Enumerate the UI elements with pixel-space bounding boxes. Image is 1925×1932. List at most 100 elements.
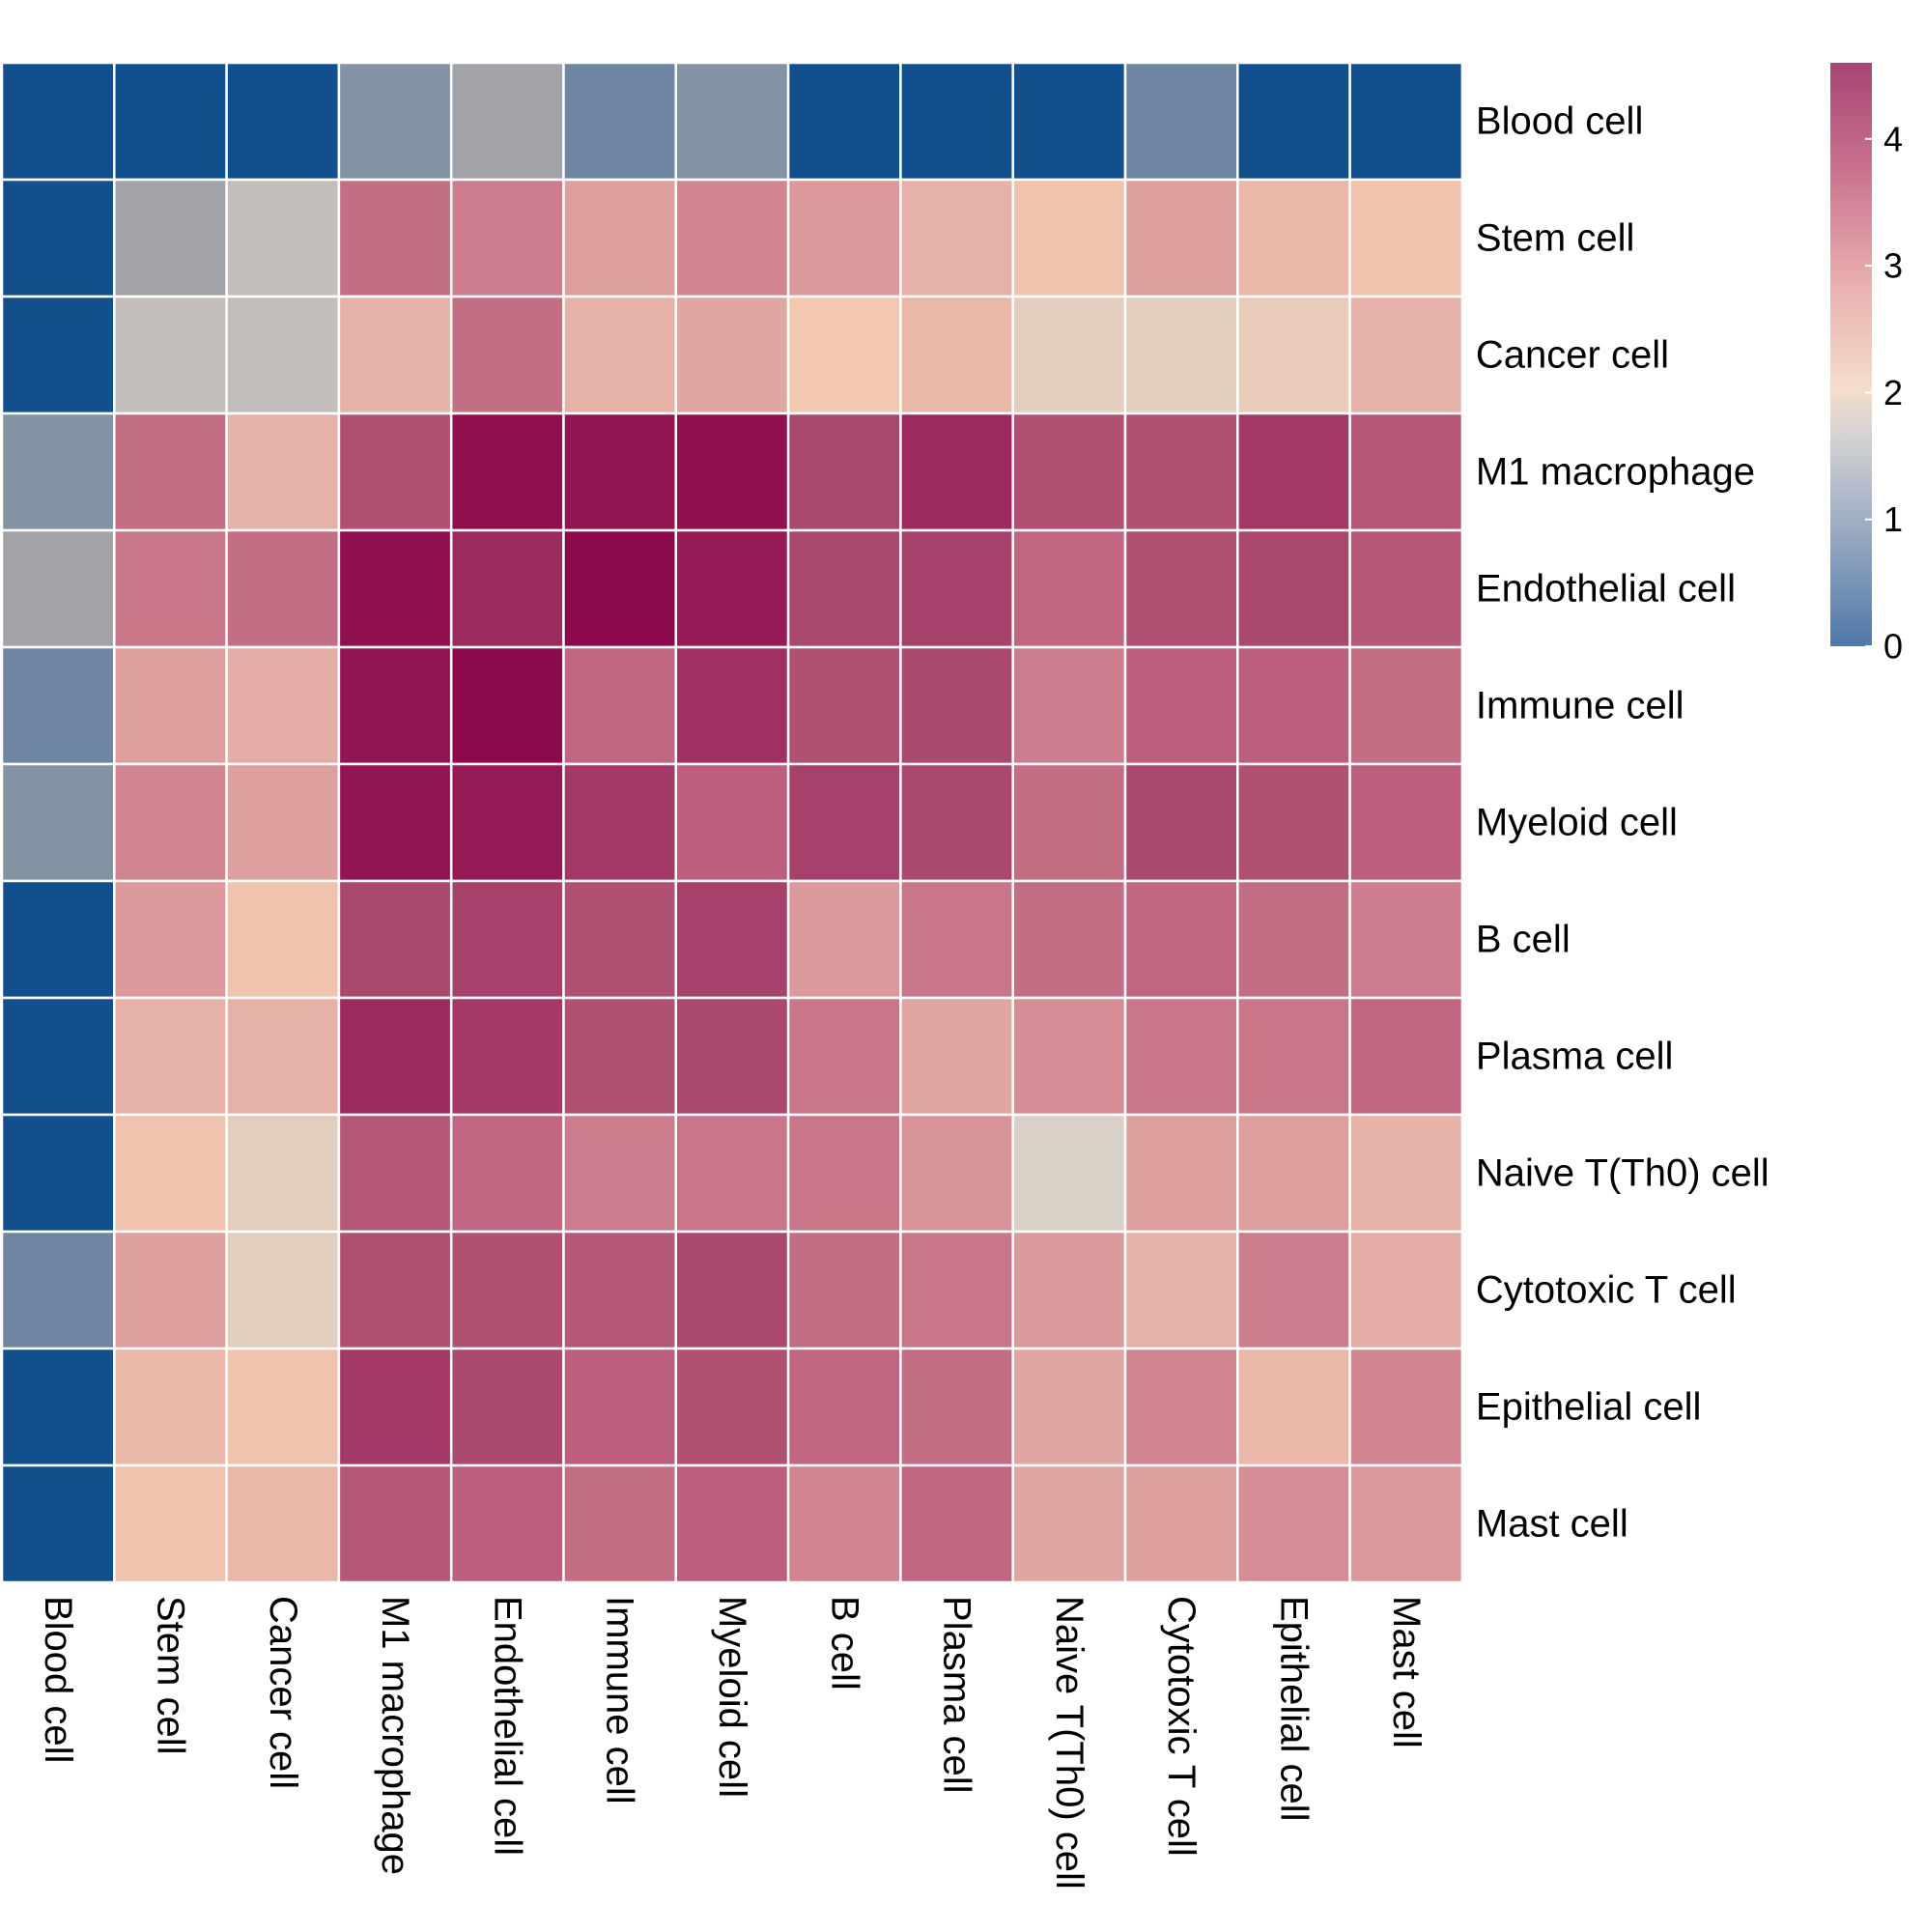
row-label: Naive T(Th0) cell — [1476, 1152, 1769, 1195]
heatmap-cell — [1011, 1230, 1127, 1350]
heatmap-cell — [1236, 996, 1351, 1117]
column-label: Plasma cell — [936, 1596, 978, 1794]
heatmap-cell — [449, 295, 565, 415]
heatmap-cell — [674, 295, 790, 415]
heatmap-cell — [674, 412, 790, 532]
heatmap-cell — [899, 412, 1014, 532]
colorbar-gradient — [1830, 63, 1872, 646]
heatmap-cell — [1011, 879, 1127, 1000]
heatmap-cell — [113, 1463, 228, 1584]
heatmap-cell — [1236, 879, 1351, 1000]
heatmap-cell — [786, 762, 902, 883]
heatmap-cell — [449, 645, 565, 766]
heatmap-cell — [786, 178, 902, 298]
heatmap-cell — [225, 295, 341, 415]
heatmap-cell — [225, 1230, 341, 1350]
column-label: Immune cell — [599, 1596, 641, 1804]
heatmap-cell — [562, 1113, 678, 1234]
row-label: B cell — [1476, 919, 1571, 961]
heatmap-cell — [449, 762, 565, 883]
heatmap-cell — [674, 1463, 790, 1584]
heatmap-cell — [113, 1347, 228, 1467]
heatmap-cell — [1123, 996, 1239, 1117]
heatmap-cell — [786, 61, 902, 182]
heatmap-cell — [562, 762, 678, 883]
heatmap-cell — [786, 879, 902, 1000]
heatmap-cell — [899, 61, 1014, 182]
heatmap-cell — [1011, 1113, 1127, 1234]
heatmap-cell — [0, 996, 116, 1117]
heatmap-cell — [449, 879, 565, 1000]
heatmap-cell — [674, 528, 790, 649]
heatmap-cell — [0, 1347, 116, 1467]
heatmap-cell — [225, 178, 341, 298]
heatmap-cell — [1236, 528, 1351, 649]
column-label: Cancer cell — [262, 1596, 304, 1789]
heatmap-cell — [1236, 178, 1351, 298]
heatmap-cell — [0, 528, 116, 649]
heatmap-cell — [113, 879, 228, 1000]
heatmap-cell — [113, 412, 228, 532]
column-label: B cell — [823, 1596, 865, 1690]
heatmap-cell — [674, 762, 790, 883]
heatmap-cell — [674, 879, 790, 1000]
row-label: Epithelial cell — [1476, 1386, 1701, 1429]
heatmap-cell — [337, 295, 453, 415]
heatmap-cell — [562, 879, 678, 1000]
heatmap-cell — [1348, 61, 1464, 182]
heatmap-cell — [337, 762, 453, 883]
heatmap-cell — [0, 762, 116, 883]
heatmap-cell — [786, 412, 902, 532]
heatmap-cell — [113, 178, 228, 298]
heatmap-cell — [899, 1230, 1014, 1350]
heatmap-cell — [899, 1113, 1014, 1234]
heatmap-cell — [225, 1113, 341, 1234]
heatmap-cell — [337, 61, 453, 182]
heatmap-cell — [337, 1347, 453, 1467]
heatmap-cell — [449, 1230, 565, 1350]
heatmap-cell — [1236, 295, 1351, 415]
heatmap-cell — [0, 61, 116, 182]
heatmap-cell — [225, 1347, 341, 1467]
heatmap-cell — [0, 1113, 116, 1234]
column-label: Mast cell — [1385, 1596, 1428, 1748]
heatmap-cell — [1011, 295, 1127, 415]
heatmap-cell — [0, 412, 116, 532]
heatmap-cell — [1348, 295, 1464, 415]
heatmap-cell — [1348, 412, 1464, 532]
column-labels: Blood cell Stem cell Cancer cell M1 macroph… — [37, 1596, 1428, 1889]
heatmap-cell — [562, 178, 678, 298]
heatmap-cell — [1011, 412, 1127, 532]
heatmap-cell — [1236, 1113, 1351, 1234]
heatmap-cell — [1123, 879, 1239, 1000]
column-label: Naive T(Th0) cell — [1048, 1596, 1090, 1889]
column-label: Myeloid cell — [711, 1596, 753, 1798]
heatmap-cell — [225, 412, 341, 532]
heatmap-cell — [562, 1463, 678, 1584]
heatmap-cell — [786, 645, 902, 766]
heatmap-cell — [449, 528, 565, 649]
row-label: Myeloid cell — [1476, 802, 1678, 844]
column-label: Epithelial cell — [1273, 1596, 1316, 1821]
heatmap-cell — [225, 528, 341, 649]
heatmap-cell — [1011, 645, 1127, 766]
heatmap-cell — [562, 645, 678, 766]
heatmap-cell — [562, 996, 678, 1117]
heatmap-cell — [225, 879, 341, 1000]
heatmap-cell — [1348, 1113, 1464, 1234]
heatmap-cell — [225, 1463, 341, 1584]
heatmap-cell — [1011, 762, 1127, 883]
heatmap-cell — [1236, 645, 1351, 766]
row-label: Plasma cell — [1476, 1036, 1674, 1078]
column-label: Blood cell — [37, 1596, 79, 1763]
heatmap-cell — [337, 996, 453, 1117]
heatmap-cell — [899, 528, 1014, 649]
heatmap-cell — [225, 645, 341, 766]
heatmap-cell — [1123, 762, 1239, 883]
heatmap-cell — [337, 1463, 453, 1584]
row-labels: Blood cell Stem cell Cancer cell M1 macroph… — [1476, 100, 1769, 1546]
heatmap-cell — [225, 61, 341, 182]
colorbar-tick-label: 2 — [1883, 373, 1903, 412]
heatmap-cell — [1348, 1347, 1464, 1467]
